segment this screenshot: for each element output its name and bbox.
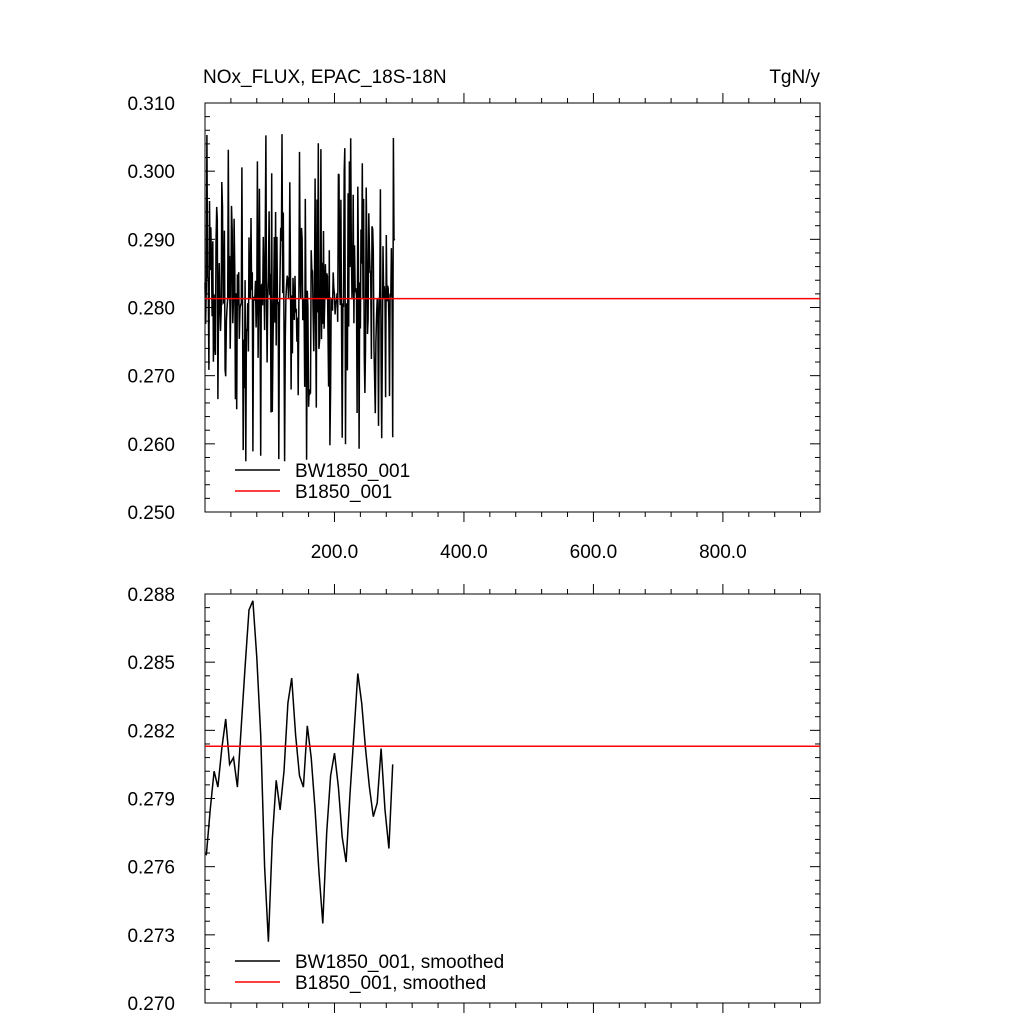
y-tick-label: 0.285 [127, 653, 175, 674]
top-panel: 0.310 0.300 0.290 0.280 0.270 0.260 0.250 200.0… [127, 93, 821, 563]
bottom-panel: 0.288 0.285 0.282 0.279 0.276 0.273 0.270 BW185… [127, 584, 821, 1015]
plot-frame [204, 593, 821, 1004]
series-line-0 [204, 134, 396, 462]
y-tick-label: 0.282 [127, 721, 175, 742]
chart-title: NOx_FLUX, EPAC_18S-18N [203, 67, 447, 88]
plot-frame [204, 102, 821, 513]
legend-label: B1850_001, smoothed [295, 973, 486, 994]
y-tick-label: 0.250 [127, 503, 175, 524]
x-tick-label: 800.0 [699, 542, 747, 563]
y-tick-label: 0.270 [127, 367, 175, 388]
y-tick-label: 0.273 [127, 926, 175, 947]
y-tick-label: 0.260 [127, 435, 175, 456]
y-tick-label: 0.279 [127, 790, 175, 811]
y-tick-label: 0.280 [127, 299, 175, 320]
series-line-0 [205, 600, 394, 942]
y-tick-label: 0.290 [127, 230, 175, 251]
y-tick-label: 0.300 [127, 162, 175, 183]
legend-label: BW1850_001, smoothed [295, 952, 504, 973]
x-tick-label: 400.0 [440, 542, 488, 563]
legend-label: B1850_001 [295, 482, 392, 503]
y-tick-label: 0.288 [127, 585, 175, 606]
units-label: TgN/y [769, 67, 820, 88]
x-tick-label: 200.0 [311, 542, 359, 563]
x-tick-label: 600.0 [570, 542, 618, 563]
legend-label: BW1850_001 [295, 461, 410, 482]
y-tick-label: 0.276 [127, 858, 175, 879]
y-tick-label: 0.310 [127, 94, 175, 115]
y-tick-label: 0.270 [127, 994, 175, 1015]
